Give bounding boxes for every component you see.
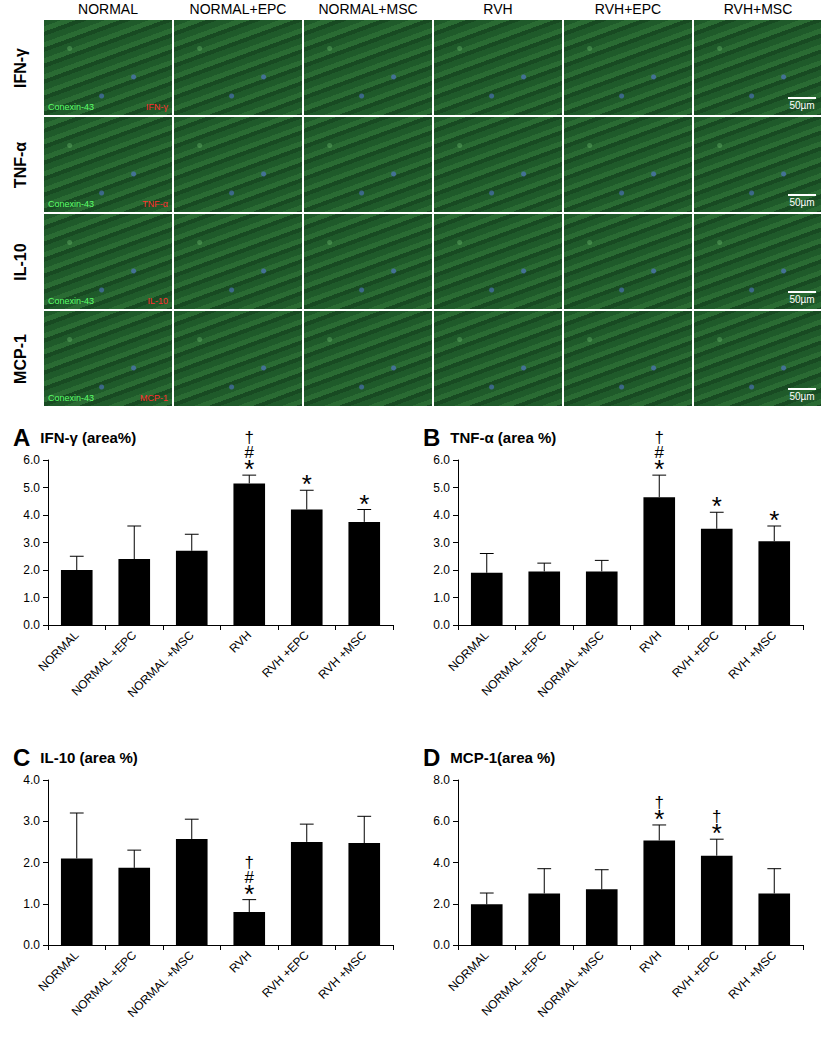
svg-text:3.0: 3.0 bbox=[433, 536, 450, 550]
svg-text:0.0: 0.0 bbox=[433, 938, 450, 952]
svg-text:4.0: 4.0 bbox=[23, 773, 40, 787]
svg-text:*: * bbox=[712, 491, 722, 521]
html-text:MCP-1: MCP-1 bbox=[140, 393, 168, 403]
svg-text:RVH: RVH bbox=[227, 948, 255, 976]
svg-text:NORMAL: NORMAL bbox=[36, 948, 82, 994]
svg-text:NORMAL +EPC: NORMAL +EPC bbox=[478, 948, 550, 1019]
svg-text:D: D bbox=[423, 744, 440, 771]
svg-text:IL-10 (area %): IL-10 (area %) bbox=[40, 749, 138, 766]
svg-text:2.0: 2.0 bbox=[433, 563, 450, 577]
svg-text:5.0: 5.0 bbox=[23, 481, 40, 495]
svg-text:RVH +MSC: RVH +MSC bbox=[725, 628, 779, 682]
svg-text:RVH +EPC: RVH +EPC bbox=[259, 948, 312, 1001]
svg-text:†: † bbox=[712, 807, 721, 826]
html-text:Conexin-43: Conexin-43 bbox=[48, 199, 94, 209]
svg-text:3.0: 3.0 bbox=[23, 814, 40, 828]
html-text:NORMAL+EPC: NORMAL+EPC bbox=[189, 1, 287, 17]
html-text:RVH+EPC: RVH+EPC bbox=[594, 1, 662, 17]
svg-text:MCP-1(area %): MCP-1(area %) bbox=[450, 749, 555, 766]
html-text:Conexin-43: Conexin-43 bbox=[48, 102, 94, 112]
svg-text:6.0: 6.0 bbox=[433, 814, 450, 828]
svg-text:NORMAL +EPC: NORMAL +EPC bbox=[478, 628, 550, 699]
svg-text:RVH +MSC: RVH +MSC bbox=[725, 948, 779, 1002]
html-text:50µm: 50µm bbox=[789, 100, 815, 111]
html-text:50µm: 50µm bbox=[789, 294, 815, 305]
html-text:Conexin-43: Conexin-43 bbox=[48, 296, 94, 306]
svg-text:RVH: RVH bbox=[637, 628, 665, 656]
svg-text:NORMAL +MSC: NORMAL +MSC bbox=[535, 948, 607, 1020]
svg-text:RVH +EPC: RVH +EPC bbox=[669, 628, 722, 681]
svg-text:2.0: 2.0 bbox=[433, 897, 450, 911]
svg-text:8.0: 8.0 bbox=[433, 773, 450, 787]
svg-text:4.0: 4.0 bbox=[433, 856, 450, 870]
html-text:Conexin-43: Conexin-43 bbox=[48, 393, 94, 403]
html-text:NORMAL+MSC: NORMAL+MSC bbox=[318, 1, 418, 17]
html-text:IFN-γ: IFN-γ bbox=[12, 47, 29, 88]
html-text:TNF-α: TNF-α bbox=[142, 199, 168, 209]
svg-text:RVH +MSC: RVH +MSC bbox=[315, 948, 369, 1002]
svg-text:1.0: 1.0 bbox=[23, 591, 40, 605]
svg-text:2.0: 2.0 bbox=[23, 856, 40, 870]
svg-text:6.0: 6.0 bbox=[433, 453, 450, 467]
html-text:RVH+MSC: RVH+MSC bbox=[723, 1, 793, 17]
svg-text:0.0: 0.0 bbox=[433, 618, 450, 632]
svg-text:4.0: 4.0 bbox=[433, 508, 450, 522]
svg-text:NORMAL +EPC: NORMAL +EPC bbox=[68, 628, 140, 699]
svg-text:1.0: 1.0 bbox=[23, 897, 40, 911]
html-text:TNF-α: TNF-α bbox=[12, 141, 29, 188]
svg-text:†: † bbox=[245, 428, 254, 447]
svg-text:*: * bbox=[302, 469, 312, 499]
html-text:IL-10: IL-10 bbox=[147, 296, 168, 306]
svg-text:NORMAL: NORMAL bbox=[36, 628, 82, 674]
svg-text:RVH +EPC: RVH +EPC bbox=[669, 948, 722, 1001]
svg-text:B: B bbox=[423, 424, 440, 451]
svg-text:RVH +MSC: RVH +MSC bbox=[315, 628, 369, 682]
svg-text:A: A bbox=[13, 424, 30, 451]
svg-text:NORMAL: NORMAL bbox=[446, 948, 492, 994]
svg-text:NORMAL +MSC: NORMAL +MSC bbox=[535, 628, 607, 700]
svg-text:NORMAL: NORMAL bbox=[446, 628, 492, 674]
svg-text:3.0: 3.0 bbox=[23, 536, 40, 550]
svg-text:5.0: 5.0 bbox=[433, 481, 450, 495]
svg-text:NORMAL +EPC: NORMAL +EPC bbox=[68, 948, 140, 1019]
html-text:IFN-γ: IFN-γ bbox=[146, 102, 168, 112]
svg-text:RVH: RVH bbox=[637, 948, 665, 976]
svg-text:6.0: 6.0 bbox=[23, 453, 40, 467]
html-text:IL-10: IL-10 bbox=[12, 242, 29, 281]
svg-text:IFN-γ (area%): IFN-γ (area%) bbox=[40, 429, 136, 446]
svg-text:2.0: 2.0 bbox=[23, 563, 40, 577]
html-text:MCP-1: MCP-1 bbox=[12, 333, 29, 384]
svg-text:NORMAL +MSC: NORMAL +MSC bbox=[125, 948, 197, 1020]
svg-text:RVH: RVH bbox=[227, 628, 255, 656]
svg-text:*: * bbox=[359, 489, 369, 519]
svg-text:4.0: 4.0 bbox=[23, 508, 40, 522]
svg-text:NORMAL +MSC: NORMAL +MSC bbox=[125, 628, 197, 700]
svg-text:C: C bbox=[13, 744, 30, 771]
html-text:NORMAL: NORMAL bbox=[78, 1, 138, 17]
svg-text:†: † bbox=[245, 853, 254, 872]
svg-text:1.0: 1.0 bbox=[433, 591, 450, 605]
html-text:RVH: RVH bbox=[483, 1, 513, 17]
svg-text:†: † bbox=[655, 428, 664, 447]
svg-text:*: * bbox=[769, 505, 779, 535]
svg-text:RVH +EPC: RVH +EPC bbox=[259, 628, 312, 681]
html-text:50µm: 50µm bbox=[789, 391, 815, 402]
svg-text:TNF-α (area %): TNF-α (area %) bbox=[450, 429, 556, 446]
svg-text:0.0: 0.0 bbox=[23, 618, 40, 632]
html-text:50µm: 50µm bbox=[789, 197, 815, 208]
svg-text:0.0: 0.0 bbox=[23, 938, 40, 952]
svg-text:†: † bbox=[655, 793, 664, 812]
